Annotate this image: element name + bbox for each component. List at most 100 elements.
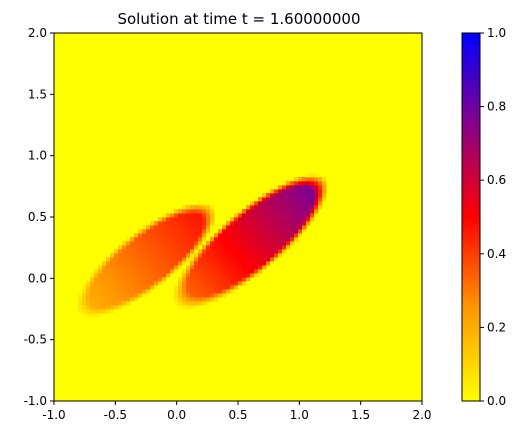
heatmap-cell xyxy=(294,193,299,198)
heatmap-cell xyxy=(174,265,179,270)
heatmap-cell xyxy=(246,209,251,214)
heatmap-cell xyxy=(162,225,167,230)
heatmap-cell xyxy=(286,201,291,206)
heatmap-cell xyxy=(150,221,155,226)
heatmap-cell xyxy=(230,289,235,294)
heatmap-cell xyxy=(122,261,127,266)
heatmap-cell xyxy=(274,189,279,194)
heatmap-cell xyxy=(182,205,187,210)
heatmap-cell xyxy=(206,213,211,218)
heatmap-cell xyxy=(310,181,315,186)
heatmap-cell xyxy=(114,249,119,254)
heatmap-cell xyxy=(194,221,199,226)
heatmap-cell xyxy=(194,233,199,238)
heatmap-cell xyxy=(102,285,107,290)
heatmap-cell xyxy=(186,229,191,234)
heatmap-cell xyxy=(154,265,159,270)
heatmap-cell xyxy=(174,217,179,222)
heatmap-cell xyxy=(298,189,303,194)
heatmap-cell xyxy=(214,297,219,302)
heatmap-cell xyxy=(238,225,243,230)
heatmap-cell xyxy=(270,217,275,222)
heatmap-cell xyxy=(274,185,279,190)
heatmap-cell xyxy=(302,181,307,186)
heatmap-cell xyxy=(314,197,319,202)
heatmap-cell xyxy=(266,217,271,222)
heatmap-cell xyxy=(210,237,215,242)
colorbar: 0.0 0.2 0.4 0.6 0.8 1.0 xyxy=(461,26,506,408)
heatmap-cell xyxy=(210,245,215,250)
heatmap-cell xyxy=(258,237,263,242)
heatmap-cell xyxy=(306,193,311,198)
heatmap-cell xyxy=(206,225,211,230)
heatmap-cell xyxy=(246,225,251,230)
heatmap-cell xyxy=(258,201,263,206)
heatmap-cell xyxy=(230,229,235,234)
heatmap-cell xyxy=(106,273,111,278)
heatmap-cell xyxy=(126,273,131,278)
heatmap-cell xyxy=(130,237,135,242)
heatmap-cell xyxy=(238,285,243,290)
heatmap-cell xyxy=(178,237,183,242)
heatmap-cell xyxy=(102,265,107,270)
heatmap-cell xyxy=(186,285,191,290)
heatmap-cell xyxy=(266,237,271,242)
heatmap-cell xyxy=(282,209,287,214)
heatmap-cell xyxy=(282,249,287,254)
heatmap-cell xyxy=(238,265,243,270)
heatmap-cell xyxy=(218,241,223,246)
heatmap-cell xyxy=(198,237,203,242)
heatmap-cell xyxy=(302,193,307,198)
heatmap-cell xyxy=(158,249,163,254)
heatmap-cell xyxy=(194,269,199,274)
heatmap-cell xyxy=(154,285,159,290)
heatmap-cell xyxy=(250,241,255,246)
heatmap-cell xyxy=(298,177,303,182)
heatmap-cell xyxy=(186,237,191,242)
heatmap-cell xyxy=(246,237,251,242)
heatmap-cell xyxy=(222,265,227,270)
heatmap-cell xyxy=(162,245,167,250)
heatmap-cell xyxy=(82,305,87,310)
heatmap-cell xyxy=(210,261,215,266)
heatmap-cell xyxy=(254,241,259,246)
heatmap-cell xyxy=(254,233,259,238)
heatmap-cell xyxy=(146,265,151,270)
heatmap-cell xyxy=(174,221,179,226)
heatmap-cell xyxy=(106,269,111,274)
heatmap-cell xyxy=(294,201,299,206)
heatmap-cell xyxy=(298,193,303,198)
heatmap-cell xyxy=(262,253,267,258)
heatmap-cell xyxy=(90,277,95,282)
heatmap-cell xyxy=(274,257,279,262)
heatmap-cell xyxy=(210,289,215,294)
heatmap-cell xyxy=(142,229,147,234)
heatmap-cell xyxy=(234,233,239,238)
heatmap-cell xyxy=(106,277,111,282)
heatmap-cell xyxy=(114,297,119,302)
heatmap-cell xyxy=(262,241,267,246)
heatmap-cell xyxy=(294,185,299,190)
heatmap-cell xyxy=(286,233,291,238)
heatmap-cell xyxy=(306,197,311,202)
heatmap-cell xyxy=(106,309,111,314)
heatmap-cell xyxy=(146,225,151,230)
heatmap-cell xyxy=(198,261,203,266)
heatmap-cell xyxy=(106,285,111,290)
heatmap-cell xyxy=(106,289,111,294)
heatmap-cell xyxy=(218,289,223,294)
heatmap-cell xyxy=(186,301,191,306)
heatmap-cell xyxy=(110,261,115,266)
heatmap-cell xyxy=(314,173,319,178)
heatmap-cell xyxy=(198,285,203,290)
heatmap-cell xyxy=(198,265,203,270)
heatmap-cell xyxy=(158,237,163,242)
heatmap-cell xyxy=(214,269,219,274)
heatmap-cell xyxy=(234,265,239,270)
heatmap-cell xyxy=(130,269,135,274)
heatmap-cell xyxy=(118,245,123,250)
heatmap-cell xyxy=(114,277,119,282)
heatmap-cell xyxy=(182,281,187,286)
heatmap-cell xyxy=(266,257,271,262)
heatmap-cell xyxy=(114,289,119,294)
